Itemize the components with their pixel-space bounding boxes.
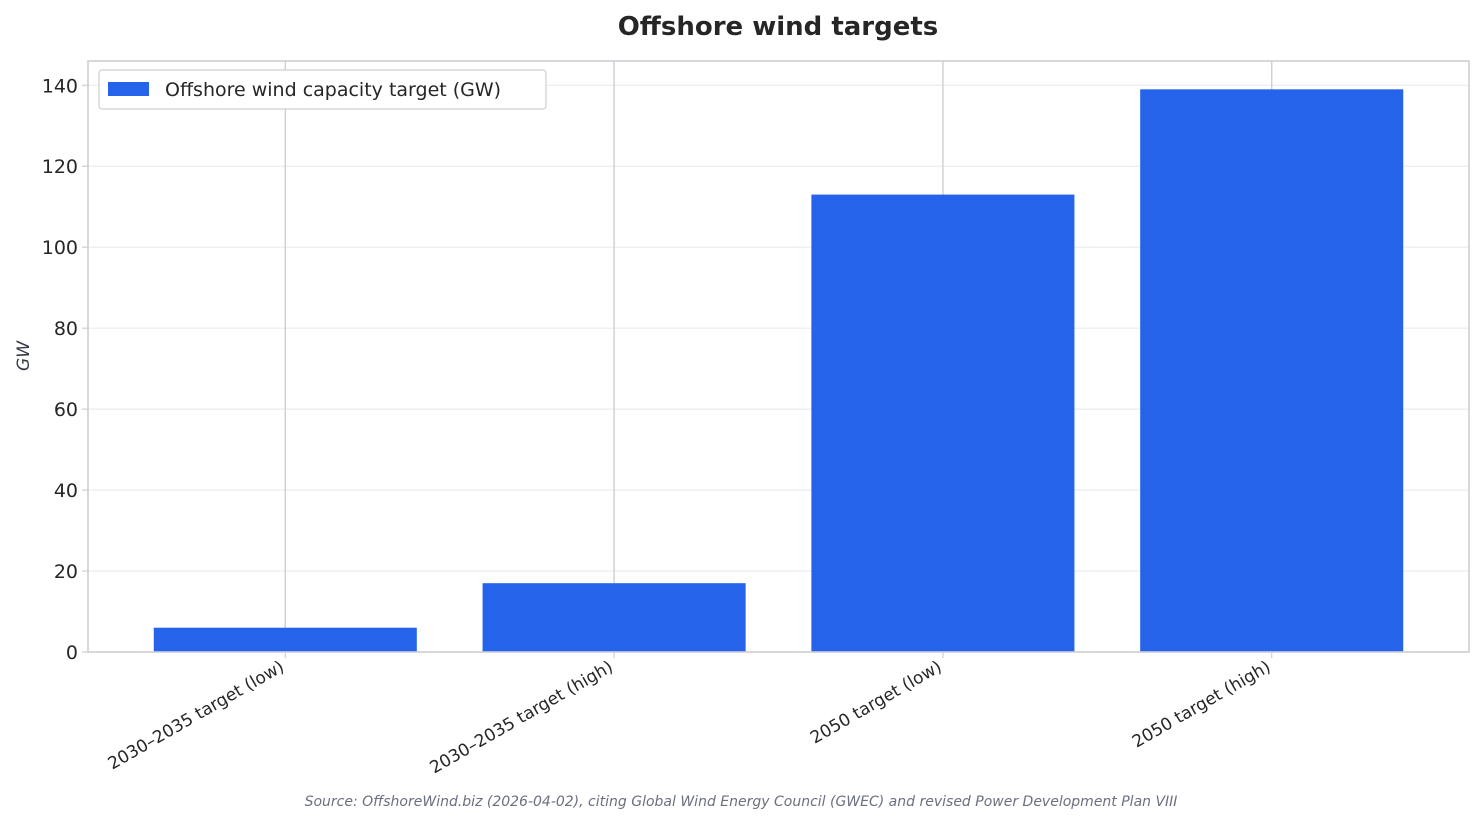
- bars: [153, 89, 1404, 652]
- legend-label: Offshore wind capacity target (GW): [165, 79, 501, 101]
- category-lines: [284, 61, 1273, 652]
- y-tick-label: 40: [54, 480, 78, 502]
- x-ticks: 2030–2035 target (low) 2030–2035 target (…: [105, 652, 1274, 778]
- gridlines: [88, 84, 1469, 653]
- y-tick-label: 100: [42, 237, 78, 259]
- bar: [482, 583, 746, 652]
- y-tick-label: 20: [54, 561, 78, 583]
- y-tick-label: 140: [42, 75, 78, 97]
- y-ticks: 0 20 40 60 80 100 120 140: [42, 75, 88, 664]
- plot-frame: [87, 60, 1470, 653]
- y-axis-label: GW: [14, 340, 34, 371]
- source-note: Source: OffshoreWind.biz (2026-04-02), c…: [305, 794, 1178, 810]
- legend-box: [98, 69, 547, 110]
- x-tick-label: 2050 target (high): [1129, 657, 1274, 752]
- x-tick-label: 2030–2035 target (high): [427, 657, 617, 778]
- y-tick-label: 0: [66, 642, 78, 664]
- bar: [1140, 89, 1404, 652]
- y-tick-label: 60: [54, 399, 78, 421]
- chart-title: Offshore wind targets: [618, 12, 939, 42]
- bar: [811, 194, 1075, 652]
- y-tick-label: 80: [54, 318, 78, 340]
- x-tick-label: 2050 target (low): [807, 657, 945, 748]
- legend-swatch: [108, 82, 149, 96]
- legend: Offshore wind capacity target (GW): [98, 69, 547, 110]
- bar: [153, 627, 417, 652]
- x-tick-label: 2030–2035 target (low): [105, 657, 288, 774]
- y-tick-label: 120: [42, 156, 78, 178]
